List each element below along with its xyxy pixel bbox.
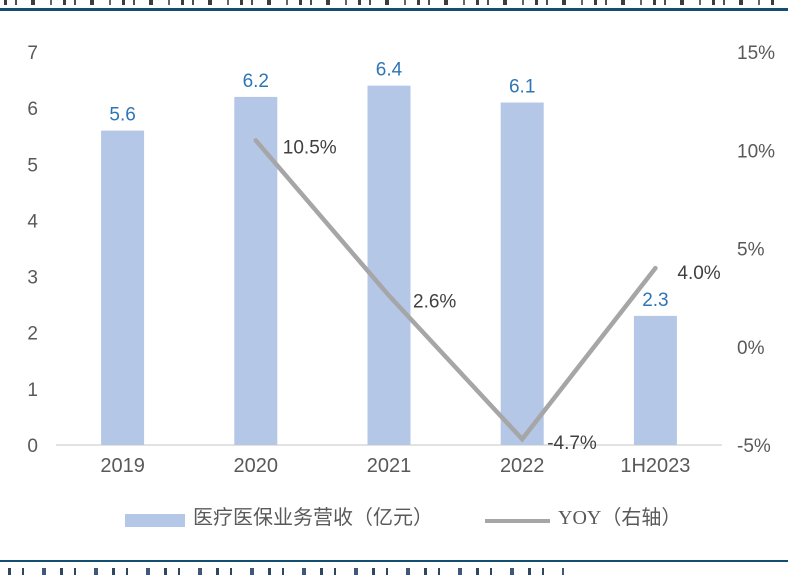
left-axis-tick: 7 bbox=[27, 43, 38, 64]
left-axis-tick: 3 bbox=[27, 268, 38, 289]
left-axis-tick: 6 bbox=[27, 99, 38, 120]
left-axis-tick: 2 bbox=[27, 324, 38, 345]
yoy-line bbox=[253, 138, 658, 443]
yoy-value-label: 10.5% bbox=[283, 137, 337, 158]
bar-2019 bbox=[101, 130, 145, 445]
left-axis-tick: 5 bbox=[27, 155, 38, 176]
right-axis-tick: 0% bbox=[737, 338, 765, 359]
legend-line-swatch bbox=[485, 518, 550, 524]
bar-2022 bbox=[500, 102, 544, 446]
legend-label-yoy: YOY（右轴） bbox=[558, 507, 682, 529]
yoy-value-label: 4.0% bbox=[677, 263, 720, 284]
left-axis-tick: 0 bbox=[27, 436, 38, 457]
top-divider-rule bbox=[0, 8, 788, 11]
bar-value-label: 5.6 bbox=[109, 105, 135, 126]
bar-value-label: 2.3 bbox=[642, 290, 668, 311]
yoy-value-label: 2.6% bbox=[413, 292, 456, 313]
bar-value-label: 6.1 bbox=[509, 77, 535, 98]
bar-value-label: 6.2 bbox=[243, 71, 269, 92]
legend-item-yoy: YOY（右轴） bbox=[485, 503, 681, 533]
left-axis-tick: 1 bbox=[27, 380, 38, 401]
x-axis-label-1H2023: 1H2023 bbox=[620, 455, 690, 477]
right-axis-tick: 15% bbox=[737, 43, 775, 64]
x-axis-label-2021: 2021 bbox=[367, 455, 412, 477]
yoy-value-label: -4.7% bbox=[547, 433, 597, 454]
chart-canvas: 7 6 5 4 3 2 1 0 15% 10% 5% 0% -5% 2019 2020 2021 2022 1H2… bbox=[27, 43, 775, 477]
legend-bar-swatch bbox=[125, 513, 185, 527]
left-axis-tick: 4 bbox=[27, 211, 38, 232]
right-axis-tick: 5% bbox=[737, 240, 765, 261]
cropped-text-fragments-bottom bbox=[8, 568, 564, 575]
legend-item-revenue: 医疗医保业务营收（亿元） bbox=[125, 503, 433, 533]
legend-label-revenue: 医疗医保业务营收（亿元） bbox=[193, 507, 433, 529]
right-axis-tick: -5% bbox=[737, 436, 771, 457]
chart-legend: 医疗医保业务营收（亿元） YOY（右轴） bbox=[0, 503, 788, 535]
x-axis-label-2019: 2019 bbox=[100, 455, 145, 477]
bar-value-label: 6.4 bbox=[376, 60, 403, 81]
cropped-text-fragments-top bbox=[4, 0, 782, 5]
bar-1H2023 bbox=[633, 315, 677, 445]
right-axis-tick: 10% bbox=[737, 141, 775, 162]
bar-2020 bbox=[234, 96, 278, 446]
x-axis-label-2020: 2020 bbox=[234, 455, 279, 477]
bottom-divider-rule bbox=[0, 560, 788, 562]
bar-2021 bbox=[367, 85, 411, 445]
x-axis-label-2022: 2022 bbox=[500, 455, 545, 477]
